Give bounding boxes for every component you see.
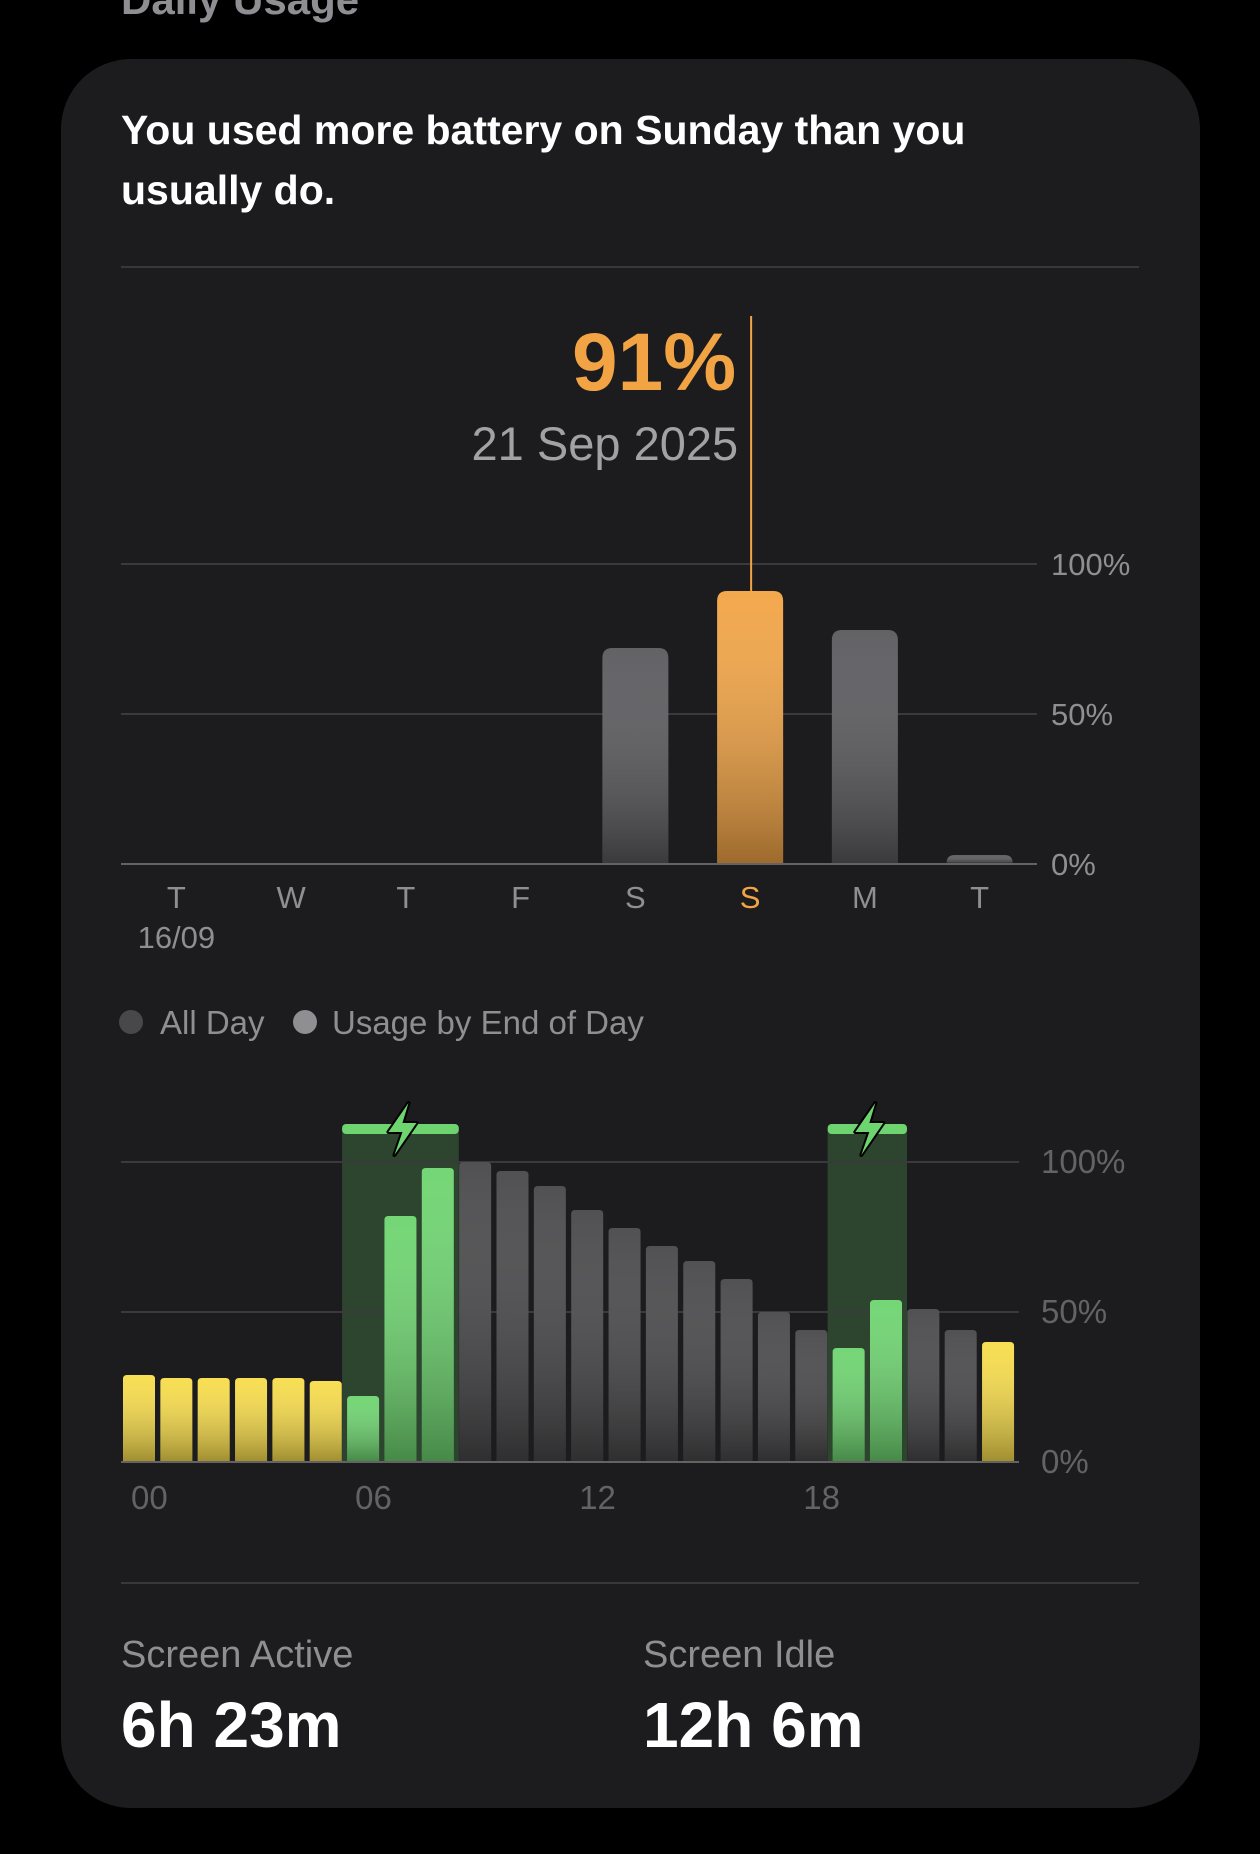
bar-shade xyxy=(602,648,669,863)
bar-shade xyxy=(757,1312,790,1461)
bar-shade xyxy=(571,1210,604,1461)
bar-shade xyxy=(421,1168,454,1461)
y-tick-label: 100% xyxy=(1041,1143,1125,1180)
x-tick-label: T xyxy=(396,880,415,915)
legend-label: All Day xyxy=(160,1004,265,1041)
bar-shade xyxy=(347,1396,380,1461)
bar-shade xyxy=(795,1330,828,1461)
bar-shade xyxy=(496,1171,529,1461)
x-tick-sublabel: 16/09 xyxy=(138,920,216,955)
stat-value: 6h 23m xyxy=(121,1689,342,1761)
x-tick-label: T xyxy=(970,880,989,915)
page-title: Daily Usage xyxy=(121,0,359,23)
annotation: 21 Sep 2025 xyxy=(472,417,739,470)
bar-shade xyxy=(717,591,784,863)
legend-dot xyxy=(293,1010,317,1034)
bar-shade xyxy=(608,1228,641,1461)
charging-icon xyxy=(853,1101,886,1157)
bar-shade xyxy=(197,1378,230,1461)
charging-icon xyxy=(386,1101,419,1157)
bar-shade xyxy=(683,1261,716,1461)
bar-shade xyxy=(272,1378,305,1461)
bar-shade xyxy=(533,1186,566,1461)
bar-shade xyxy=(832,1348,865,1461)
bar-shade xyxy=(907,1309,940,1461)
bar-shade xyxy=(645,1246,678,1461)
bar-shade xyxy=(123,1375,155,1461)
bar-shade xyxy=(946,855,1013,863)
x-tick-label: S xyxy=(740,880,761,915)
x-tick-label: T xyxy=(167,880,186,915)
stat-label: Screen Active xyxy=(121,1634,353,1676)
stat-label: Screen Idle xyxy=(643,1634,835,1676)
y-tick-label: 50% xyxy=(1041,1293,1107,1330)
x-tick-label: S xyxy=(625,880,646,915)
x-tick-label: F xyxy=(511,880,530,915)
legend: All Day Usage by End of Day xyxy=(119,1004,644,1041)
legend-dot xyxy=(119,1010,143,1034)
legend-label: Usage by End of Day xyxy=(332,1004,644,1041)
bar-shade xyxy=(235,1378,268,1461)
x-tick-label: M xyxy=(852,880,878,915)
x-tick-label: 12 xyxy=(579,1479,616,1516)
bar-shade xyxy=(459,1162,492,1461)
y-tick-label: 0% xyxy=(1051,847,1096,882)
value-label: 91% xyxy=(572,317,736,408)
x-tick-label: 18 xyxy=(803,1479,840,1516)
stats: Screen Active 6h 23m Screen Idle 12h 6m xyxy=(121,1634,864,1761)
message: You used more battery on Sunday than you… xyxy=(121,107,966,213)
bar-shade xyxy=(870,1300,902,1461)
x-tick-label: 00 xyxy=(131,1479,168,1516)
bar-shade xyxy=(944,1330,977,1461)
y-tick-label: 50% xyxy=(1051,697,1113,732)
x-tick-label: 06 xyxy=(355,1479,392,1516)
y-tick-label: 0% xyxy=(1041,1443,1089,1480)
stat-value: 12h 6m xyxy=(643,1689,864,1761)
y-tick-label: 100% xyxy=(1051,547,1130,582)
bar-shade xyxy=(309,1381,342,1461)
bar-shade xyxy=(160,1378,193,1461)
bar-shade xyxy=(720,1279,753,1461)
bar-shade xyxy=(831,630,898,863)
x-tick-label: W xyxy=(276,880,306,915)
bar-shade xyxy=(384,1216,417,1461)
bar-shade xyxy=(982,1342,1015,1461)
